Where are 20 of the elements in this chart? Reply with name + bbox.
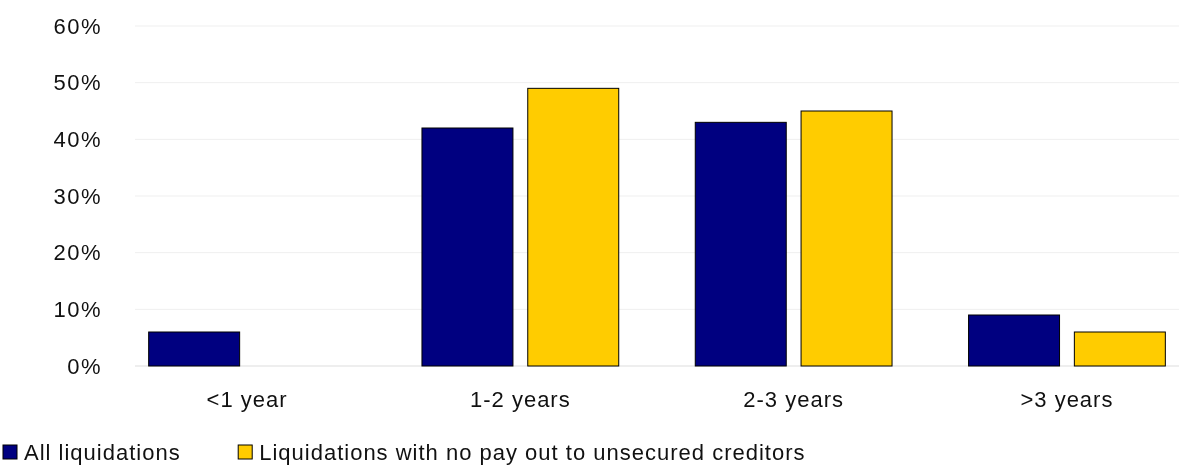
y-tick-label: 20% (53, 240, 102, 266)
y-tick-label: 10% (53, 297, 102, 323)
legend-label: Liquidations with no pay out to unsecured creditors (259, 439, 806, 465)
y-tick-label: 40% (53, 127, 102, 153)
y-tick-label: 50% (53, 70, 102, 96)
y-tick-label: 0% (67, 353, 102, 379)
x-tick-label: <1 year (206, 387, 288, 412)
y-tick-label: 60% (53, 13, 102, 39)
bar (968, 314, 1061, 367)
y-tick-label: 30% (53, 183, 102, 209)
x-tick-label: 1-2 years (469, 387, 571, 412)
bar (1073, 331, 1166, 367)
x-tick-label: 2-3 years (743, 387, 845, 412)
x-tick-label: >3 years (1020, 387, 1114, 412)
legend-label: All liquidations (24, 439, 181, 465)
bar (694, 121, 787, 367)
bar (800, 110, 893, 367)
bar (421, 127, 514, 367)
bar (148, 331, 241, 367)
bar (527, 87, 620, 367)
